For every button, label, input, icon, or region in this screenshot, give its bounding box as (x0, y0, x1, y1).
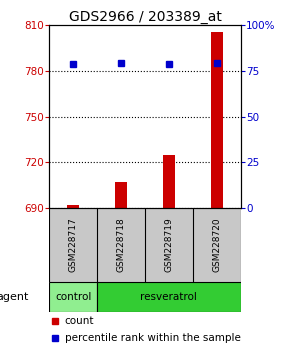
Text: GSM228718: GSM228718 (117, 218, 126, 272)
Bar (115, 182, 127, 208)
Title: GDS2966 / 203389_at: GDS2966 / 203389_at (68, 10, 222, 24)
Text: control: control (55, 292, 91, 302)
Text: agent: agent (0, 292, 29, 302)
Bar (145, 208, 193, 282)
Text: GSM228720: GSM228720 (212, 218, 221, 272)
Text: resveratrol: resveratrol (140, 292, 197, 302)
Bar (49, 282, 97, 312)
Bar (193, 208, 241, 282)
Text: GSM228717: GSM228717 (69, 218, 78, 272)
Bar (49, 208, 97, 282)
Bar (67, 205, 79, 208)
Text: count: count (65, 316, 94, 326)
Bar (211, 33, 223, 208)
Bar (97, 208, 145, 282)
Text: percentile rank within the sample: percentile rank within the sample (65, 333, 240, 343)
Bar (97, 282, 241, 312)
Text: GSM228719: GSM228719 (164, 218, 173, 272)
Bar (163, 155, 175, 208)
